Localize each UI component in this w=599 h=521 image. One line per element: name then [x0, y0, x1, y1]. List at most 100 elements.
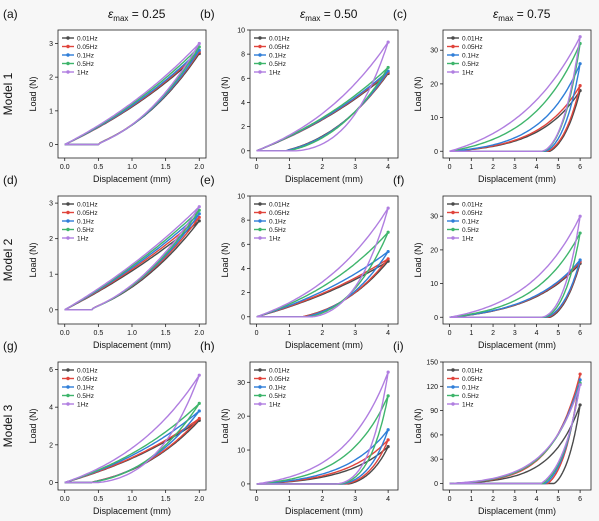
y-tick-label: 3: [49, 201, 53, 208]
x-tick-label: 2: [491, 496, 495, 503]
legend-label: 0.5Hz: [77, 61, 94, 68]
series-peak-point: [197, 373, 201, 377]
series-peak-point: [578, 258, 582, 262]
series-peak-point: [386, 257, 390, 261]
series-line-0_5Hz: [449, 232, 581, 318]
series-peak-point: [386, 40, 390, 44]
x-tick-label: 0.0: [60, 164, 70, 171]
x-axis-label: Displacement (mm): [93, 506, 171, 516]
series-peak-point: [386, 69, 390, 73]
legend-marker: [451, 70, 455, 74]
series-peak-point: [197, 208, 201, 212]
y-tick-label: 3: [49, 41, 53, 48]
legend-marker: [258, 219, 262, 223]
y-tick-label: 0: [434, 149, 438, 156]
x-tick-label: 0: [448, 330, 452, 337]
legend-marker: [451, 376, 455, 381]
y-tick-label: 0: [49, 142, 53, 149]
legend-label: 0.05Hz: [269, 376, 290, 383]
row-label: Model 2: [1, 238, 15, 281]
x-tick-label: 2.0: [194, 496, 204, 503]
x-tick-label: 5: [556, 496, 560, 503]
legend-label: 0.5Hz: [269, 61, 286, 68]
series-peak-point: [386, 445, 390, 449]
x-tick-label: 3: [353, 164, 357, 171]
legend-label: 1Hz: [462, 69, 474, 76]
y-tick-label: 4: [241, 100, 245, 107]
plot-frame: [442, 361, 592, 491]
x-tick-label: 0: [448, 164, 452, 171]
x-tick-label: 1.0: [127, 330, 137, 337]
series-line-0_5Hz: [256, 395, 389, 485]
y-axis-label: Load (N): [220, 408, 230, 443]
x-tick-label: 2: [320, 496, 324, 503]
series-group: [64, 373, 201, 484]
x-axis-label: Displacement (mm): [285, 340, 363, 350]
y-tick-label: 90: [430, 408, 438, 415]
panel-letter: (i): [393, 339, 404, 353]
legend-label: 0.1Hz: [462, 218, 479, 225]
x-tick-label: 2: [320, 330, 324, 337]
legend-label: 0.5Hz: [462, 393, 479, 400]
y-tick-label: 20: [237, 414, 245, 421]
x-tick-label: 1.0: [127, 496, 137, 503]
series-peak-point: [197, 205, 201, 209]
legend-label: 1Hz: [77, 235, 89, 242]
x-tick-label: 4: [535, 164, 539, 171]
legend-label: 0.1Hz: [269, 218, 286, 225]
legend-marker: [258, 402, 262, 406]
chart-panel: (d) 0.0 0.5 1.0 1.5 2.0 0 1 2 3 Displacement (mm) L…: [3, 173, 207, 350]
x-tick-label: 1: [288, 330, 292, 337]
legend-label: 0.01Hz: [462, 367, 483, 374]
y-tick-label: 8: [241, 218, 245, 225]
x-axis-label: Displacement (mm): [93, 174, 171, 184]
x-tick-label: 6: [578, 164, 582, 171]
legend-marker: [66, 61, 70, 66]
series-group: [256, 206, 390, 318]
legend-label: 1Hz: [77, 401, 89, 408]
x-tick-label: 3: [513, 164, 517, 171]
legend-label: 0.01Hz: [77, 367, 98, 374]
series-group: [64, 205, 201, 311]
legend-label: 1Hz: [269, 69, 281, 76]
legend-marker: [66, 376, 70, 381]
legend-marker: [258, 44, 262, 49]
legend-marker: [451, 227, 455, 232]
legend-marker: [451, 44, 455, 49]
legend-marker: [258, 61, 262, 66]
legend-marker: [258, 53, 262, 57]
y-tick-label: 30: [430, 457, 438, 464]
legend-marker: [66, 36, 70, 40]
plot-frame: [249, 195, 399, 325]
series-peak-point: [197, 212, 201, 216]
panel-letter: (f): [393, 173, 404, 187]
series-peak-point: [386, 65, 390, 70]
plot-frame: [57, 195, 207, 325]
legend-marker: [66, 53, 70, 57]
legend-marker: [66, 70, 70, 74]
legend-marker: [258, 36, 262, 40]
legend-label: 0.1Hz: [77, 52, 94, 59]
series-peak-point: [386, 394, 390, 398]
y-tick-label: 6: [49, 367, 53, 374]
series-peak-point: [386, 230, 390, 234]
y-tick-label: 8: [241, 52, 245, 59]
legend-marker: [451, 210, 455, 215]
legend-marker: [258, 385, 262, 389]
y-axis-label: Load (N): [413, 242, 423, 277]
legend-label: 0.05Hz: [269, 44, 290, 51]
row-label: Model 1: [1, 72, 15, 115]
legend-label: 0.1Hz: [77, 384, 94, 391]
legend-marker: [258, 368, 262, 372]
y-axis-label: Load (N): [28, 76, 38, 111]
legend-marker: [451, 36, 455, 40]
series-peak-point: [386, 249, 390, 254]
x-tick-label: 2.0: [194, 164, 204, 171]
y-tick-label: 10: [430, 281, 438, 288]
legend-label: 0.5Hz: [269, 393, 286, 400]
y-tick-label: 20: [430, 247, 438, 254]
